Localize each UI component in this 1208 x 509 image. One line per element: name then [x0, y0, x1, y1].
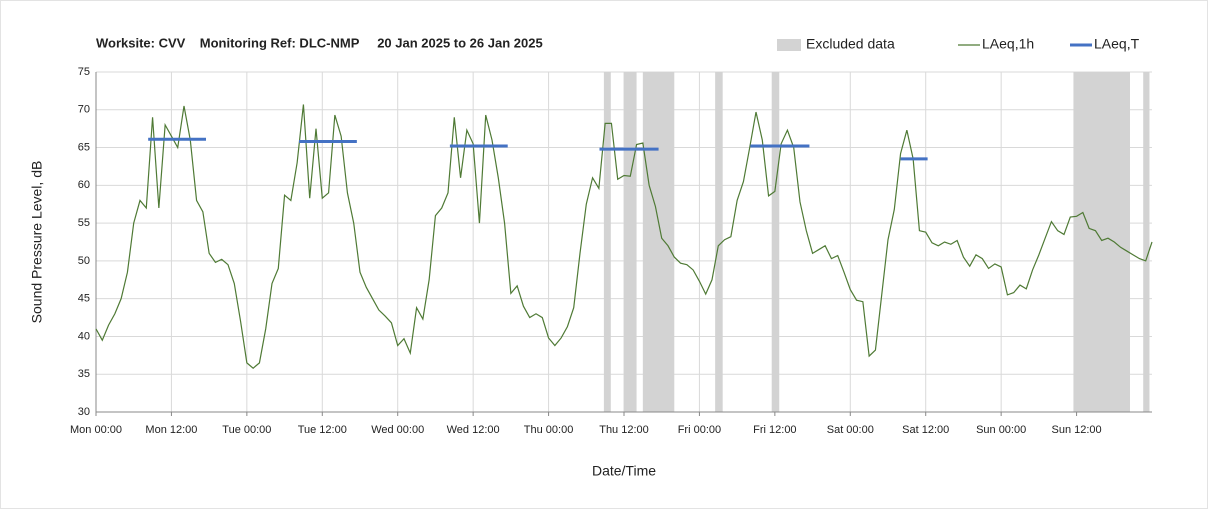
- excluded-band: [1143, 72, 1150, 412]
- x-tick-label: Tue 00:00: [222, 424, 271, 436]
- chart-title: Worksite: CVV Monitoring Ref: DLC-NMP 20…: [96, 35, 543, 50]
- excluded-band: [1073, 72, 1130, 412]
- x-tick-label: Sat 12:00: [902, 424, 949, 436]
- x-tick-label: Wed 00:00: [371, 424, 424, 436]
- y-tick-label: 65: [78, 141, 90, 153]
- x-tick-label: Sun 12:00: [1051, 424, 1101, 436]
- x-tick-label: Fri 00:00: [678, 424, 721, 436]
- legend-swatch: [777, 39, 801, 51]
- series-line: [95, 104, 1153, 369]
- x-tick-label: Thu 00:00: [524, 424, 574, 436]
- y-tick-label: 35: [78, 368, 90, 380]
- x-tick-label: Tue 12:00: [298, 424, 347, 436]
- x-axis-label: Date/Time: [592, 463, 656, 479]
- excluded-band: [603, 72, 611, 412]
- legend-label: Excluded data: [806, 36, 895, 52]
- excluded-band: [624, 72, 637, 412]
- legend-label: LAeq,T: [1094, 36, 1140, 52]
- y-tick-label: 30: [78, 406, 90, 418]
- x-tick-label: Mon 12:00: [145, 424, 197, 436]
- x-tick-label: Thu 12:00: [599, 424, 649, 436]
- x-tick-label: Fri 12:00: [753, 424, 796, 436]
- excluded-band: [642, 72, 675, 412]
- y-tick-label: 45: [78, 293, 90, 305]
- y-tick-label: 40: [78, 330, 90, 342]
- x-tick-label: Sun 00:00: [976, 424, 1026, 436]
- y-tick-label: 50: [78, 255, 90, 267]
- excluded-band: [715, 72, 723, 412]
- y-tick-label: 60: [78, 179, 90, 191]
- excluded-band: [771, 72, 780, 412]
- x-tick-label: Wed 12:00: [447, 424, 500, 436]
- x-tick-label: Mon 00:00: [70, 424, 122, 436]
- y-axis-label: Sound Pressure Level, dB: [29, 161, 45, 324]
- y-tick-label: 70: [78, 104, 90, 116]
- y-tick-label: 75: [78, 66, 90, 78]
- legend-label: LAeq,1h: [982, 36, 1034, 52]
- y-tick-label: 55: [78, 217, 90, 229]
- x-tick-label: Sat 00:00: [827, 424, 874, 436]
